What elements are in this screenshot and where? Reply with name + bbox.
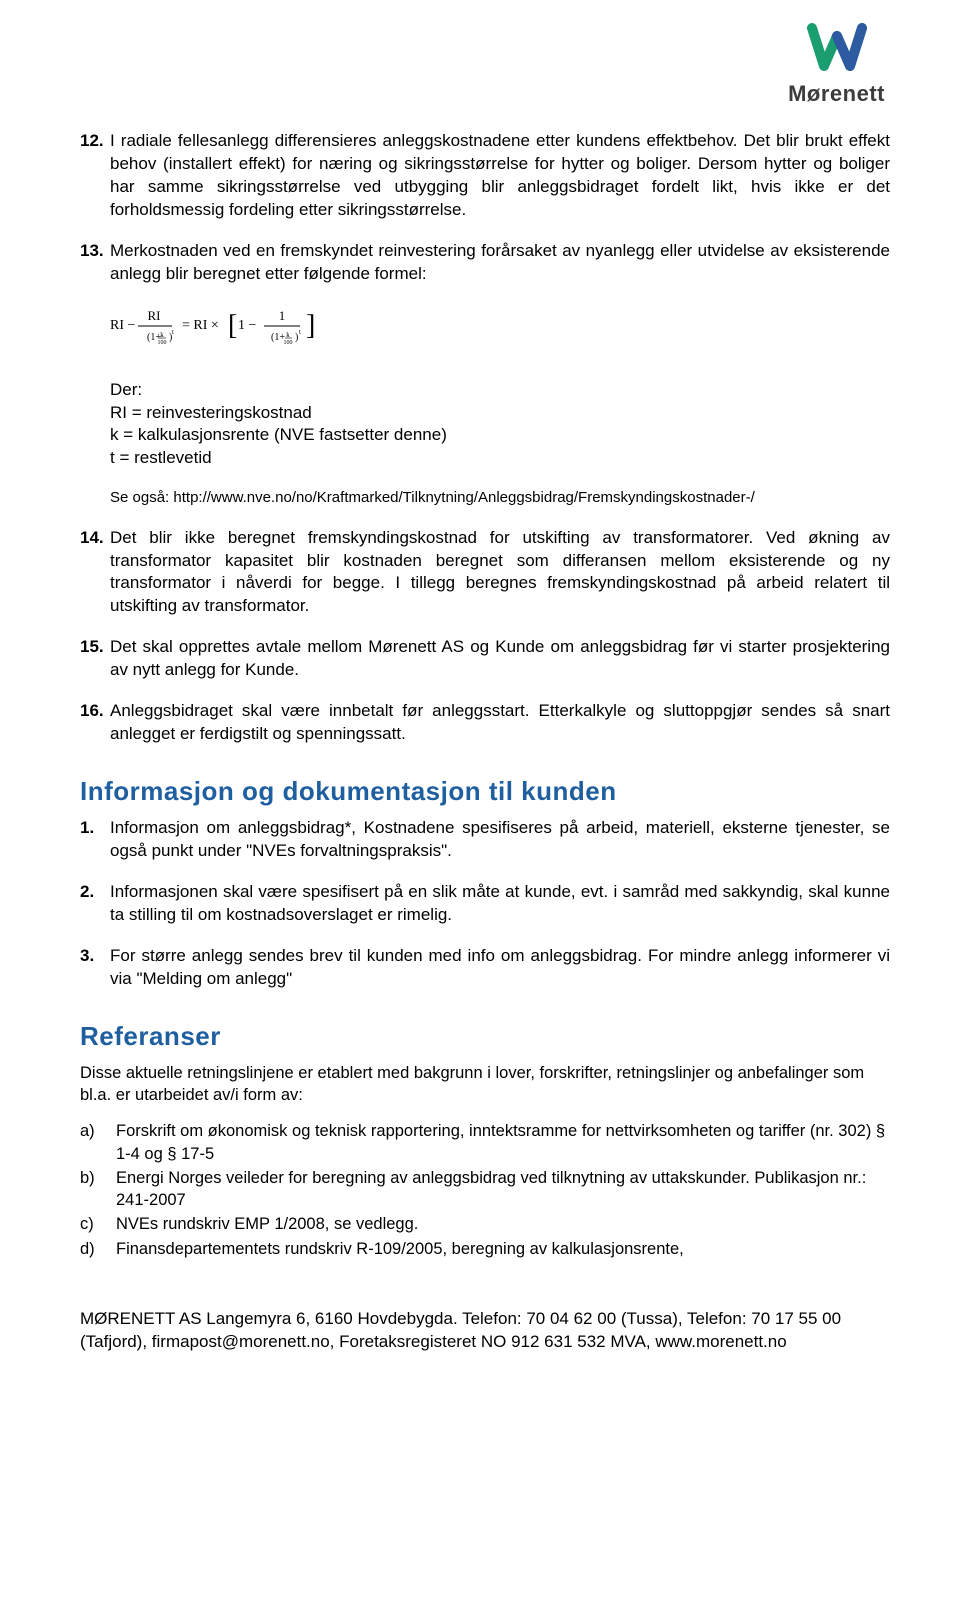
- footer-line: (Tafjord), firmapost@morenett.no, Foreta…: [80, 1331, 890, 1354]
- reference-item: c)NVEs rundskriv EMP 1/2008, se vedlegg.: [80, 1213, 890, 1235]
- list-item: 14.Det blir ikke beregnet fremskyndingsk…: [80, 527, 890, 619]
- see-also-prefix: Se også:: [110, 489, 173, 506]
- item-text: Det blir ikke beregnet fremskyndingskost…: [110, 528, 890, 616]
- item-text: Anleggsbidraget skal være innbetalt før …: [110, 701, 890, 743]
- ref-text: Energi Norges veileder for beregning av …: [116, 1169, 866, 1209]
- ref-letter: a): [80, 1120, 116, 1142]
- see-also-url: http://www.nve.no/no/Kraftmarked/Tilknyt…: [173, 489, 754, 506]
- item-number: 3.: [80, 945, 110, 968]
- see-also: Se også: http://www.nve.no/no/Kraftmarke…: [110, 488, 890, 508]
- svg-text:= RI ×: = RI ×: [182, 318, 219, 333]
- svg-text:[: [: [228, 310, 237, 341]
- ref-text: NVEs rundskriv EMP 1/2008, se vedlegg.: [116, 1215, 418, 1233]
- svg-text:1 −: 1 −: [238, 318, 257, 333]
- reference-item: b)Energi Norges veileder for beregning a…: [80, 1167, 890, 1212]
- svg-text:]: ]: [306, 310, 315, 341]
- item-number: 13.: [80, 240, 110, 263]
- references-intro: Disse aktuelle retningslinjene er etable…: [80, 1062, 890, 1107]
- legend-line: RI = reinvesteringskostnad: [110, 402, 890, 425]
- item-text: I radiale fellesanlegg differensieres an…: [110, 131, 890, 219]
- list-item: 15.Det skal opprettes avtale mellom Møre…: [80, 636, 890, 682]
- item-number: 14.: [80, 527, 110, 550]
- formula-legend: Der: RI = reinvesteringskostnad k = kalk…: [110, 379, 890, 471]
- svg-text:): ): [295, 332, 298, 343]
- svg-text:t: t: [172, 328, 174, 336]
- item-number: 15.: [80, 636, 110, 659]
- item-text: Informasjonen skal være spesifisert på e…: [110, 882, 890, 924]
- ref-text: Forskrift om økonomisk og teknisk rappor…: [116, 1122, 885, 1162]
- svg-text:RI: RI: [148, 308, 161, 323]
- footer-line: MØRENETT AS Langemyra 6, 6160 Hovdebygda…: [80, 1308, 890, 1331]
- item-number: 1.: [80, 817, 110, 840]
- ref-letter: d): [80, 1238, 116, 1260]
- references-list: a)Forskrift om økonomisk og teknisk rapp…: [80, 1120, 890, 1260]
- ref-letter: c): [80, 1213, 116, 1235]
- item-number: 2.: [80, 881, 110, 904]
- logo-icon: [806, 18, 868, 81]
- item-number: 12.: [80, 130, 110, 153]
- svg-text:100: 100: [158, 340, 167, 346]
- svg-text:RI −: RI −: [110, 318, 136, 333]
- item-text: Merkostnaden ved en fremskyndet reinvest…: [110, 241, 890, 283]
- ref-text: Finansdepartementets rundskriv R-109/200…: [116, 1240, 684, 1258]
- legend-line: k = kalkulasjonsrente (NVE fastsetter de…: [110, 424, 890, 447]
- page-footer: MØRENETT AS Langemyra 6, 6160 Hovdebygda…: [80, 1308, 890, 1354]
- legend-label: Der:: [110, 379, 890, 402]
- list-item: 1.Informasjon om anleggsbidrag*, Kostnad…: [80, 817, 890, 863]
- section-heading-references: Referanser: [80, 1019, 890, 1054]
- list-item: 2.Informasjonen skal være spesifisert på…: [80, 881, 890, 927]
- ref-letter: b): [80, 1167, 116, 1189]
- svg-text:t: t: [299, 328, 301, 336]
- section-heading-info: Informasjon og dokumentasjon til kunden: [80, 774, 890, 809]
- list-item: 3.For større anlegg sendes brev til kund…: [80, 945, 890, 991]
- list-item: 13.Merkostnaden ved en fremskyndet reinv…: [80, 240, 890, 286]
- brand-name: Mørenett: [788, 79, 885, 109]
- legend-line: t = restlevetid: [110, 447, 890, 470]
- svg-text:1: 1: [279, 308, 286, 323]
- formula: RI − RI (1+ k 100 ) t = RI × [ 1 − 1 (1+…: [110, 304, 890, 361]
- list-item: 12.I radiale fellesanlegg differensieres…: [80, 130, 890, 222]
- brand-logo: Mørenett: [788, 18, 885, 109]
- item-text: Det skal opprettes avtale mellom Mørenet…: [110, 637, 890, 679]
- reference-item: a)Forskrift om økonomisk og teknisk rapp…: [80, 1120, 890, 1165]
- reference-item: d)Finansdepartementets rundskriv R-109/2…: [80, 1238, 890, 1260]
- item-number: 16.: [80, 700, 110, 723]
- svg-text:100: 100: [284, 340, 293, 346]
- list-item: 16.Anleggsbidraget skal være innbetalt f…: [80, 700, 890, 746]
- item-text: For større anlegg sendes brev til kunden…: [110, 946, 890, 988]
- item-text: Informasjon om anleggsbidrag*, Kostnaden…: [110, 818, 890, 860]
